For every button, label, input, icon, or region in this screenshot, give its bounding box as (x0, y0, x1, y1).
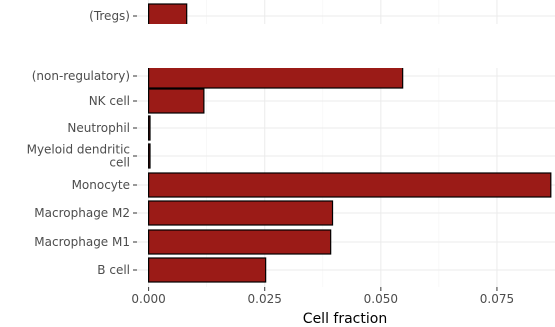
bar (148, 143, 151, 169)
y-tick-label: NK cell (89, 94, 130, 108)
x-tick-label: 0.075 (480, 292, 514, 306)
y-tick-label: Neutrophil (67, 121, 130, 135)
y-axis-ticks: (Tregs) (non-regulatory) NK cell Neutrophil… (27, 9, 137, 277)
x-tick-label: 0.025 (248, 292, 282, 306)
x-tick-label: 0.000 (131, 292, 165, 306)
y-tick-label: Macrophage M1 (34, 235, 130, 249)
x-tick-label: 0.050 (364, 292, 398, 306)
bar (148, 200, 334, 226)
y-tick-label: (non-regulatory) (32, 69, 130, 83)
x-axis-title: Cell fraction (303, 311, 387, 327)
y-tick-label: Macrophage M2 (34, 206, 130, 220)
bar (148, 229, 332, 255)
y-tick-label: Myeloid dendritic (27, 143, 130, 157)
bar (148, 115, 151, 141)
bar (148, 88, 205, 114)
y-tick-label: (Tregs) (89, 9, 130, 23)
x-axis-ticks: 0.000 0.025 0.050 0.075 (131, 287, 514, 306)
bar (148, 257, 267, 283)
y-tick-label: Monocyte (72, 178, 130, 192)
blank-band (0, 24, 555, 68)
y-tick-label: B cell (97, 263, 130, 277)
bar (148, 172, 552, 198)
bars (0, 3, 555, 283)
y-tick-label: cell (109, 156, 130, 170)
